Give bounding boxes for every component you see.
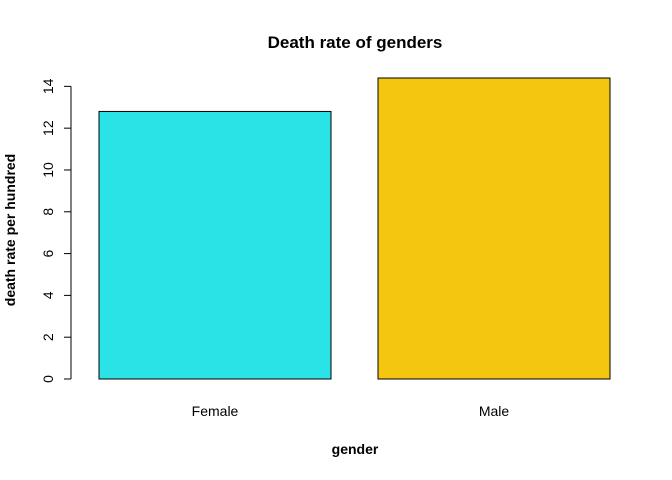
- y-axis-title: death rate per hundred: [2, 154, 18, 306]
- y-tick-label: 4: [40, 291, 56, 299]
- y-tick-label: 2: [40, 333, 56, 341]
- y-tick-label: 10: [40, 162, 56, 178]
- x-axis-labels: Female Male: [192, 403, 510, 419]
- y-tick-label: 8: [40, 208, 56, 216]
- bars-group: [98, 77, 611, 380]
- y-axis: 0 2 4 6 8 10 12 14: [40, 78, 72, 383]
- x-axis-title: gender: [332, 441, 379, 457]
- y-tick-label: 12: [40, 120, 56, 136]
- bar-female: [98, 110, 332, 380]
- x-category-label-male: Male: [479, 403, 510, 419]
- y-tick-label: 14: [40, 78, 56, 94]
- y-tick-label: 6: [40, 249, 56, 257]
- chart-title: Death rate of genders: [268, 33, 443, 52]
- bar-male: [377, 77, 611, 380]
- x-category-label-female: Female: [192, 403, 239, 419]
- y-tick-label: 0: [40, 375, 56, 383]
